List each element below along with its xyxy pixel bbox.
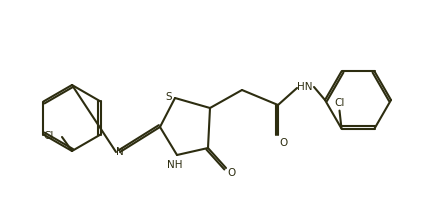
Text: HN: HN [297,82,313,92]
Text: N: N [116,147,124,157]
Text: NH: NH [167,160,183,170]
Text: O: O [279,138,287,148]
Text: S: S [166,92,172,102]
Text: Cl: Cl [334,98,345,107]
Text: O: O [227,168,235,178]
Text: Cl: Cl [44,131,54,141]
